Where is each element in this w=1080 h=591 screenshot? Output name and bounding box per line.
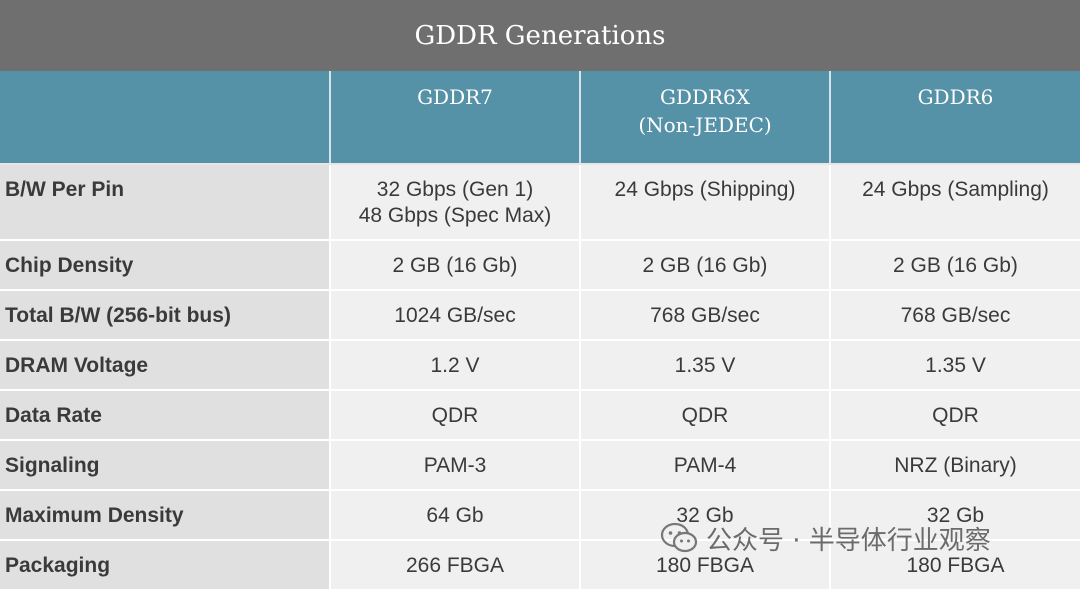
table-title: GDDR Generations (0, 0, 1080, 71)
table-cell: 64 Gb (329, 490, 580, 541)
table-cell: QDR (829, 390, 1080, 441)
column-header-gddr6: GDDR6 (829, 71, 1080, 165)
table-cell: 1.2 V (329, 340, 580, 391)
table-cell: 32 Gbps (Gen 1) 48 Gbps (Spec Max) (329, 164, 580, 241)
table-row: DRAM Voltage 1.2 V 1.35 V 1.35 V (0, 340, 1080, 391)
table-cell: PAM-3 (329, 440, 580, 491)
row-label: Packaging (0, 540, 330, 591)
table-cell: 768 GB/sec (579, 290, 830, 341)
table-row: B/W Per Pin 32 Gbps (Gen 1) 48 Gbps (Spe… (0, 164, 1080, 241)
table-cell: 266 FBGA (329, 540, 580, 591)
comparison-table: GDDR7 GDDR6X (Non-JEDEC) GDDR6 B/W Per P… (0, 71, 1080, 591)
table-cell: 32 Gb (829, 490, 1080, 541)
table-cell: 2 GB (16 Gb) (579, 240, 830, 291)
column-note: (Non-JEDEC) (638, 113, 772, 137)
row-label: Total B/W (256-bit bus) (0, 290, 330, 341)
corner-cell (0, 71, 330, 165)
table-cell: 32 Gb (579, 490, 830, 541)
cell-line: 24 Gbps (Sampling) (862, 178, 1049, 201)
row-label: Signaling (0, 440, 330, 491)
row-label: Maximum Density (0, 490, 330, 541)
table-row: Signaling PAM-3 PAM-4 NRZ (Binary) (0, 440, 1080, 491)
table-cell: 2 GB (16 Gb) (829, 240, 1080, 291)
table-cell: PAM-4 (579, 440, 830, 491)
watermark: 公众号 · 半导体行业观察 (660, 520, 991, 556)
table-row: Chip Density 2 GB (16 Gb) 2 GB (16 Gb) 2… (0, 240, 1080, 291)
watermark-text: 公众号 · 半导体行业观察 (706, 525, 991, 556)
row-label: B/W Per Pin (0, 164, 330, 241)
column-header-gddr7: GDDR7 (329, 71, 580, 165)
table-cell: NRZ (Binary) (829, 440, 1080, 491)
table-cell: 24 Gbps (Sampling) (829, 164, 1080, 241)
cell-line: 32 Gbps (Gen 1) (376, 178, 534, 201)
table-cell: QDR (329, 390, 580, 441)
table-cell: 2 GB (16 Gb) (329, 240, 580, 291)
table-cell: 768 GB/sec (829, 290, 1080, 341)
table-cell: 1024 GB/sec (329, 290, 580, 341)
table-cell: QDR (579, 390, 830, 441)
table-cell: 1.35 V (579, 340, 830, 391)
table-row: Total B/W (256-bit bus) 1024 GB/sec 768 … (0, 290, 1080, 341)
cell-line: 24 Gbps (Shipping) (614, 178, 796, 201)
table-cell: 24 Gbps (Shipping) (579, 164, 830, 241)
table-row: Maximum Density 64 Gb 32 Gb 32 Gb (0, 490, 1080, 541)
cell-line: 48 Gbps (Spec Max) (358, 204, 552, 227)
column-name: GDDR7 (417, 85, 493, 109)
row-label: DRAM Voltage (0, 340, 330, 391)
row-label: Data Rate (0, 390, 330, 441)
table-cell: 1.35 V (829, 340, 1080, 391)
header-row: GDDR7 GDDR6X (Non-JEDEC) GDDR6 (0, 71, 1080, 165)
column-name: GDDR6X (659, 85, 751, 109)
row-label: Chip Density (0, 240, 330, 291)
column-header-gddr6x: GDDR6X (Non-JEDEC) (579, 71, 830, 165)
wechat-icon (660, 522, 698, 553)
table-row: Data Rate QDR QDR QDR (0, 390, 1080, 441)
column-name: GDDR6 (917, 85, 994, 109)
